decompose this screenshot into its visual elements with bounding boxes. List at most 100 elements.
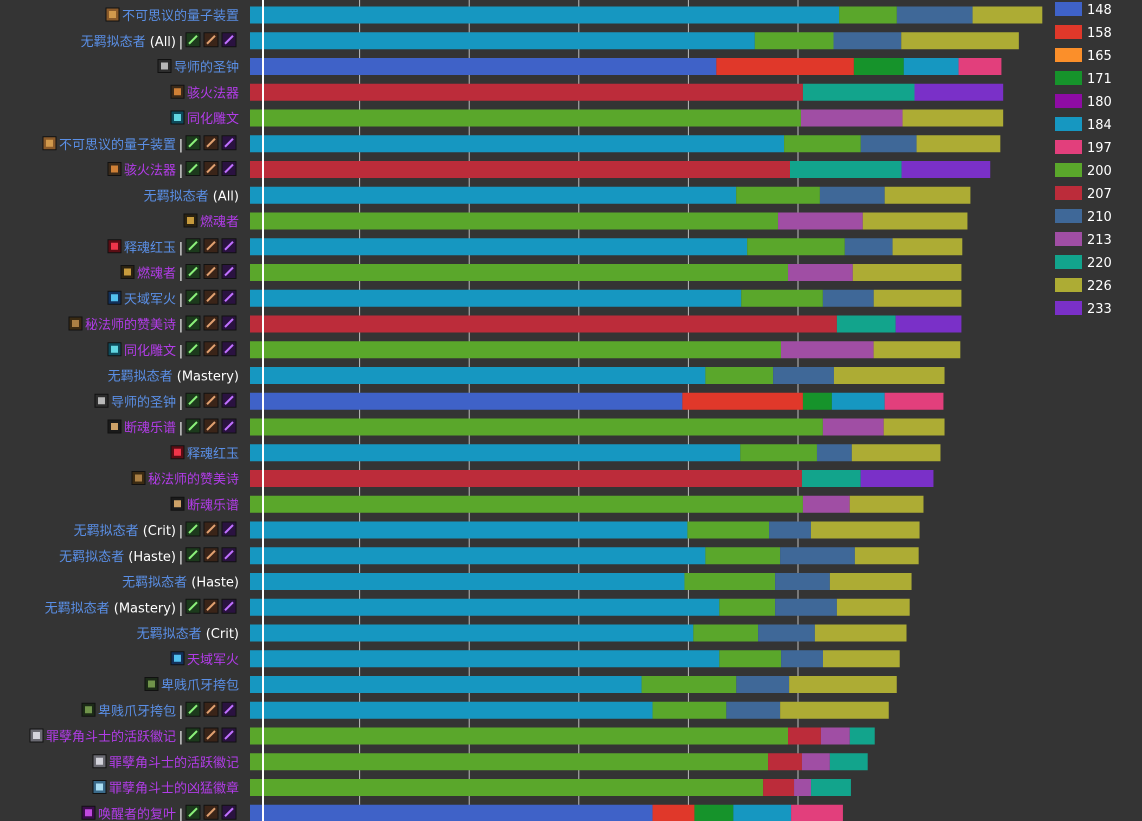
talent-leaf-icon-stroke	[188, 524, 198, 534]
bar-segment	[816, 444, 852, 462]
bar-segment	[902, 109, 1004, 127]
row-label: |秘法师的赞美诗	[68, 315, 237, 333]
bar-segment	[741, 289, 823, 307]
bar-segment	[250, 418, 823, 436]
bar-segment	[726, 701, 781, 719]
row-label: |断魂乐谱	[107, 418, 237, 436]
hymnal-icon-glyph	[134, 474, 142, 482]
satchel-icon-glyph	[84, 706, 92, 714]
row-label: 断魂乐谱	[170, 496, 239, 513]
talent-blade-icon-stroke	[206, 266, 216, 277]
bar-segment	[705, 547, 781, 565]
row-label-text: 断魂乐谱	[124, 420, 176, 436]
bar-segment	[801, 470, 861, 487]
bar-segment	[775, 598, 837, 616]
item-qualifier: (Crit)	[139, 524, 176, 539]
talent-swirl-icon-stroke	[224, 266, 234, 277]
bar-segment	[873, 289, 962, 307]
item-name: 无羁拟态者	[45, 601, 110, 616]
row-label-text: 秘法师的赞美诗	[148, 472, 239, 488]
bar-segment	[250, 470, 802, 487]
row-label: 骇火法器	[170, 84, 239, 101]
quantum-device-icon-glyph	[108, 11, 116, 18]
label-separator: |	[179, 318, 183, 333]
legend-swatch-233	[1055, 301, 1082, 315]
bar-segment	[716, 58, 854, 75]
bar-segment	[884, 186, 971, 204]
badge-icon-glyph	[95, 783, 103, 791]
bell-icon-glyph	[97, 397, 105, 405]
legend-swatch-180	[1055, 94, 1082, 108]
bar-segment	[822, 289, 874, 307]
bar-segment	[736, 676, 790, 693]
bar-segment	[822, 418, 884, 436]
dreadfire-vessel-icon-glyph	[110, 165, 118, 173]
bar-segment	[896, 6, 973, 24]
item-name: 唤醒者的复叶	[98, 806, 176, 821]
bar-segment	[829, 573, 912, 590]
legend-swatch-197	[1055, 140, 1082, 154]
talent-blade-icon-stroke	[206, 395, 216, 405]
row-label-text: 骇火法器	[124, 163, 176, 179]
bar-segment	[705, 367, 774, 384]
bar-segment	[684, 573, 776, 590]
talent-swirl-icon-stroke	[224, 35, 234, 45]
talent-blade-icon-stroke	[206, 318, 216, 328]
label-separator: |	[179, 267, 183, 282]
bar-segment	[853, 58, 904, 75]
legend-swatch-200	[1055, 163, 1082, 177]
talent-swirl-icon-stroke	[224, 524, 234, 534]
row-label: |卑贱爪牙挎包	[81, 701, 237, 719]
soulbinder-icon-glyph	[186, 217, 194, 224]
talent-swirl-icon-stroke	[224, 550, 234, 560]
item-name: 罪孽角斗士的凶猛徽章	[109, 781, 239, 797]
insignia-icon-glyph	[95, 757, 103, 765]
bar-segment	[849, 727, 875, 745]
talent-blade-icon-stroke	[206, 807, 216, 817]
bar-segment	[781, 341, 874, 359]
bar-segment	[250, 804, 653, 821]
legend-label: 180	[1087, 95, 1112, 110]
item-name: 卑贱爪牙挎包	[161, 678, 239, 694]
score-icon-glyph	[110, 423, 118, 430]
row-label-text: 罪孽角斗士的活跃徽记	[109, 755, 239, 771]
bar-segment	[829, 753, 868, 771]
bar-segment	[892, 238, 963, 256]
row-label: |骇火法器	[107, 161, 237, 179]
row-label-text: 天域军火	[124, 292, 176, 307]
glyph-icon-glyph	[173, 114, 181, 121]
row-label-text: 不可思议的量子装置	[59, 137, 176, 153]
item-name: 无羁拟态者	[74, 524, 139, 539]
item-name: 不可思议的量子装置	[122, 8, 239, 24]
item-qualifier: (Haste)	[187, 576, 239, 591]
row-label: 无羁拟态者 (Crit)	[137, 627, 239, 642]
legend-swatch-220	[1055, 255, 1082, 269]
legend-label: 171	[1087, 72, 1112, 87]
item-name: 秘法师的赞美诗	[148, 472, 239, 488]
item-name: 燃魂者	[200, 214, 239, 230]
row-label: 同化雕文	[170, 110, 239, 127]
bar-segment	[849, 495, 924, 513]
talent-blade-icon-stroke	[206, 550, 216, 560]
bar-segment	[814, 624, 907, 642]
label-separator: |	[179, 524, 183, 539]
row-label: |无羁拟态者 (Mastery)	[45, 598, 237, 616]
bar-segment	[250, 547, 706, 565]
row-label: 燃魂者	[183, 213, 239, 230]
item-name: 无羁拟态者	[59, 550, 124, 565]
item-name: 导师的圣钟	[174, 60, 239, 76]
bar-segment	[250, 32, 755, 50]
dreadfire-vessel-icon-glyph	[173, 88, 181, 96]
item-name: 罪孽角斗士的活跃徽记	[46, 729, 176, 745]
bar-segment	[836, 598, 910, 616]
row-label: |不可思议的量子装置	[42, 135, 237, 153]
label-separator: |	[179, 241, 183, 256]
talent-leaf-icon-stroke	[188, 241, 198, 251]
talent-blade-icon-stroke	[206, 241, 216, 251]
talent-swirl-icon-stroke	[224, 601, 234, 611]
label-separator: |	[179, 704, 183, 719]
talent-blade-icon-stroke	[206, 163, 216, 174]
talent-blade-icon-stroke	[206, 35, 216, 45]
score-icon-glyph	[173, 500, 181, 508]
bar-segment	[820, 727, 850, 745]
